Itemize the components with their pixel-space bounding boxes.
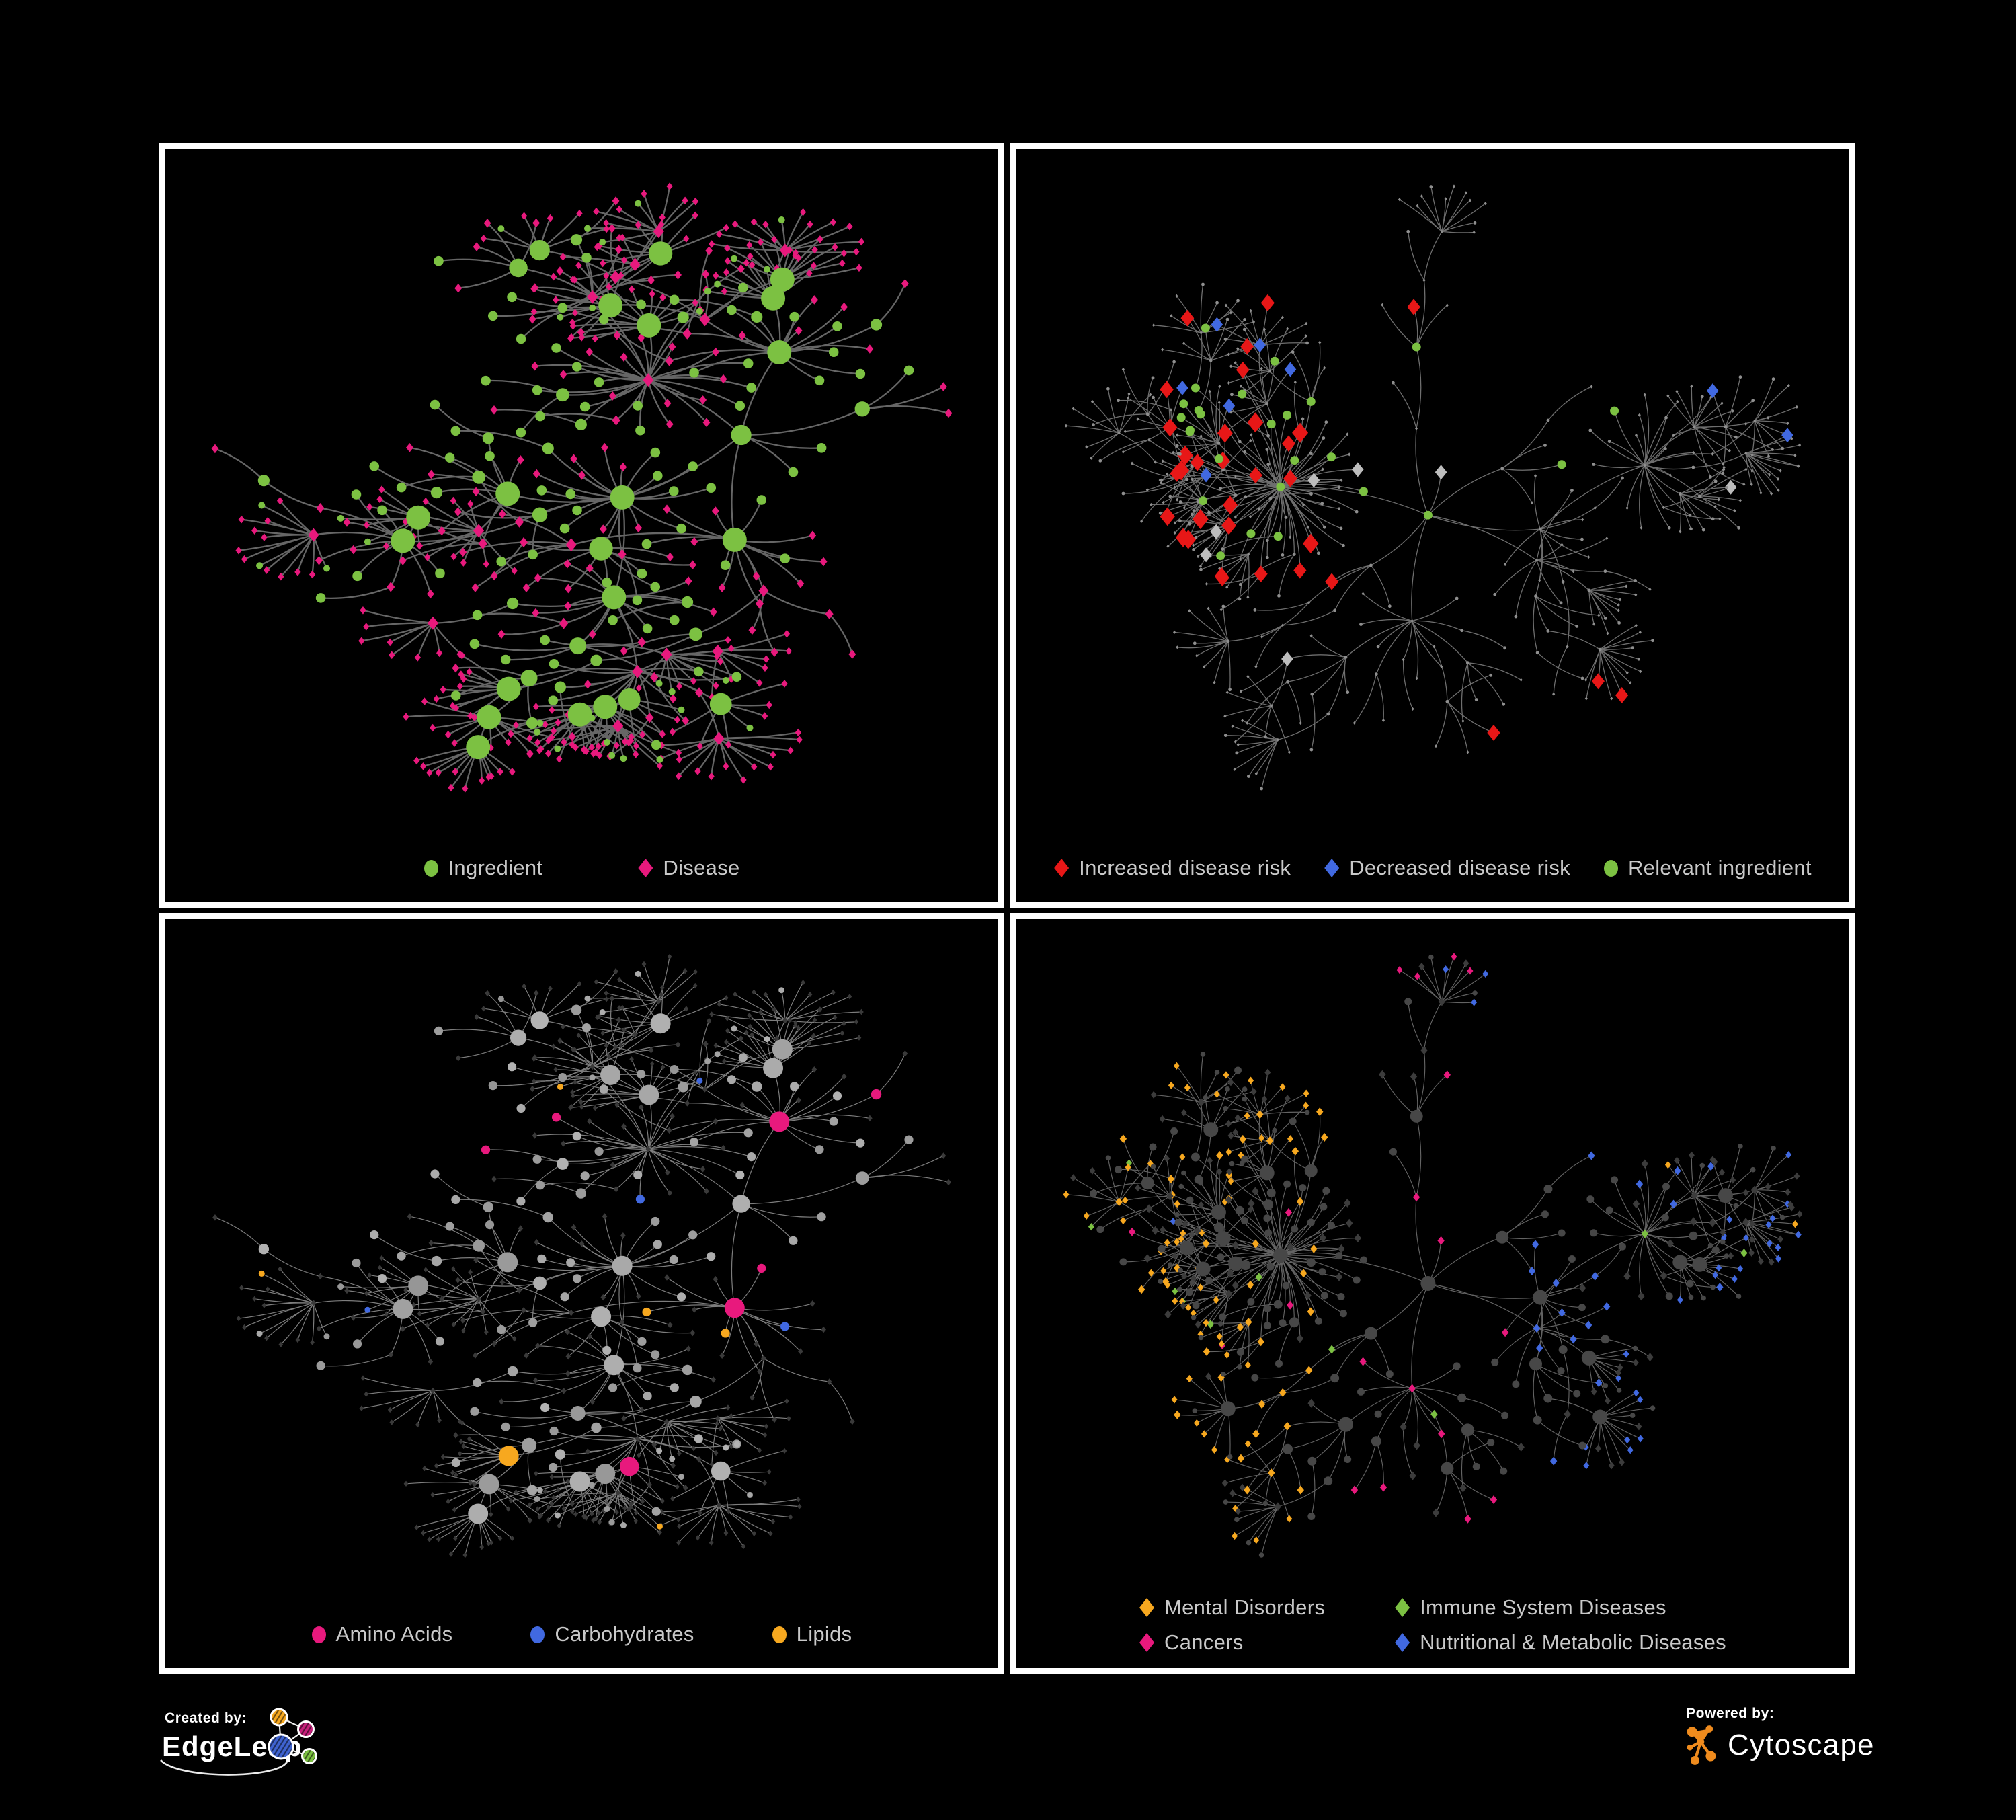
legend-item-decreased-risk: Decreased disease risk xyxy=(1324,856,1570,880)
panel-disease-categories-network: Mental Disorders Immune System Diseases … xyxy=(1010,913,1855,1674)
cancers-diamond-icon xyxy=(1139,1633,1155,1652)
legend-label: Carbohydrates xyxy=(555,1622,694,1646)
legend-item-immune-system-diseases: Immune System Diseases xyxy=(1395,1595,1726,1620)
ingredient-classes-network-diagram xyxy=(212,953,951,1558)
legend-item-relevant-ingredient: Relevant ingredient xyxy=(1604,856,1812,880)
lipids-circle-icon xyxy=(772,1626,787,1643)
legend-ingredient-classes: Amino Acids Carbohydrates Lipids xyxy=(165,1622,998,1647)
disease-risk-network-diagram xyxy=(1064,184,1802,791)
panel-grid: Ingredient Disease Increased disease ris… xyxy=(159,143,1855,1674)
legend-ingredient-disease: Ingredient Disease xyxy=(165,856,998,880)
edgeleap-logo-icon xyxy=(160,1708,317,1776)
ingredient-circle-icon xyxy=(424,859,438,877)
decreased-risk-diamond-icon xyxy=(1324,859,1340,877)
legend-label: Nutritional & Metabolic Diseases xyxy=(1420,1630,1726,1654)
relevant-ingredient-circle-icon xyxy=(1604,859,1618,877)
legend-item-ingredient: Ingredient xyxy=(424,856,543,880)
cytoscape-logo-icon xyxy=(1687,1725,1716,1765)
powered-by-block: Powered by: Cytoscape xyxy=(1681,1703,1909,1787)
mental-disorders-diamond-icon xyxy=(1139,1598,1155,1617)
legend-item-amino-acids: Amino Acids xyxy=(311,1622,453,1647)
panel-ingredient-classes-network: Amino Acids Carbohydrates Lipids xyxy=(159,913,1004,1674)
legend-item-increased-risk: Increased disease risk xyxy=(1054,856,1291,880)
legend-item-cancers: Cancers xyxy=(1139,1630,1325,1655)
panel-disease-risk-network: Increased disease risk Decreased disease… xyxy=(1010,143,1855,908)
legend-disease-categories: Mental Disorders Immune System Diseases … xyxy=(1016,1595,1849,1655)
legend-label: Lipids xyxy=(796,1622,852,1646)
increased-risk-diamond-icon xyxy=(1054,859,1070,877)
legend-label: Decreased disease risk xyxy=(1349,856,1570,879)
legend-label: Amino Acids xyxy=(335,1622,453,1646)
disease-categories-network-diagram xyxy=(1063,953,1803,1558)
amino-acids-circle-icon xyxy=(311,1626,326,1643)
panel-ingredient-disease-network: Ingredient Disease xyxy=(159,143,1004,908)
legend-label: Ingredient xyxy=(448,856,543,879)
legend-label: Increased disease risk xyxy=(1079,856,1291,879)
immune-diseases-diamond-icon xyxy=(1395,1598,1410,1617)
powered-by-label: Powered by: xyxy=(1686,1706,1775,1721)
legend-item-nutritional-metabolic-diseases: Nutritional & Metabolic Diseases xyxy=(1395,1630,1726,1655)
legend-label: Mental Disorders xyxy=(1164,1595,1326,1619)
legend-label: Disease xyxy=(663,856,740,879)
legend-item-lipids: Lipids xyxy=(772,1622,852,1647)
legend-label: Immune System Diseases xyxy=(1420,1595,1666,1619)
legend-label: Relevant ingredient xyxy=(1628,856,1812,879)
legend-disease-risk: Increased disease risk Decreased disease… xyxy=(1016,856,1849,880)
created-by-label: Created by: xyxy=(165,1710,247,1726)
nutritional-metabolic-diamond-icon xyxy=(1395,1633,1410,1652)
legend-item-carbohydrates: Carbohydrates xyxy=(530,1622,694,1647)
carbohydrates-circle-icon xyxy=(530,1626,545,1643)
created-by-block: Created by: EdgeLeap xyxy=(159,1706,448,1801)
disease-diamond-icon xyxy=(638,859,653,877)
ingredient-disease-network-diagram xyxy=(211,182,953,793)
legend-item-mental-disorders: Mental Disorders xyxy=(1139,1595,1325,1620)
legend-label: Cancers xyxy=(1164,1630,1244,1654)
legend-item-disease: Disease xyxy=(638,856,739,880)
cytoscape-wordmark: Cytoscape xyxy=(1728,1729,1875,1762)
